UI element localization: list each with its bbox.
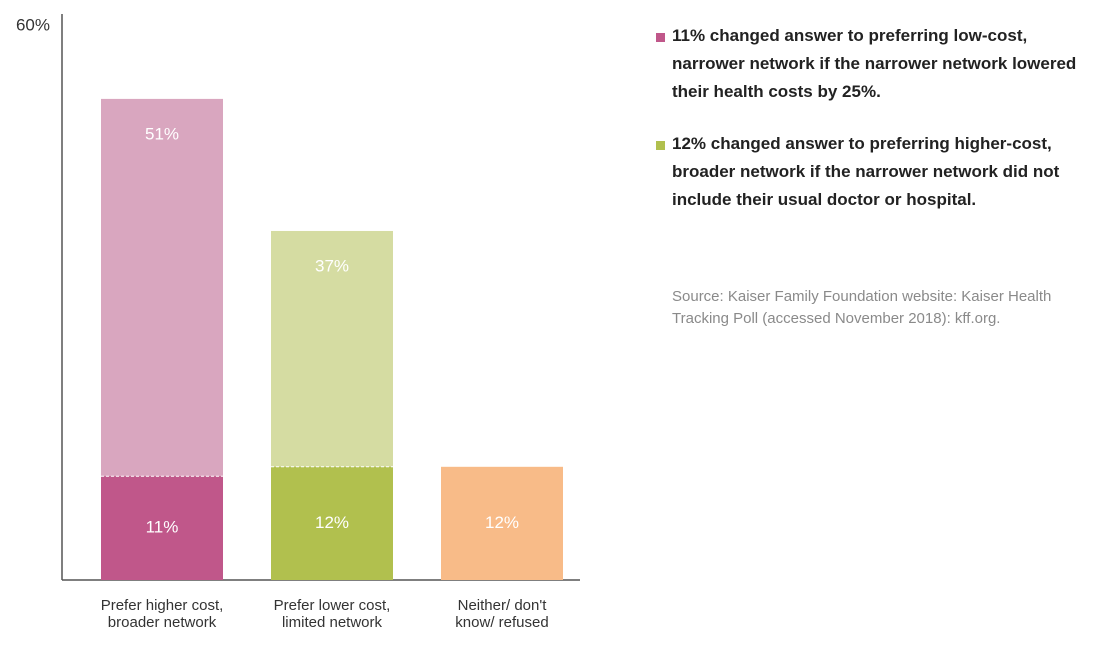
source: Source: Kaiser Family Foundation website… (672, 288, 1052, 327)
legend-text: 11% changed answer to preferring low-cos… (672, 26, 1077, 101)
bar-segment (101, 476, 223, 580)
x-tick-label: Neither/ don't know/ refused (455, 597, 549, 631)
legend-text: 12% changed answer to preferring higher-… (672, 134, 1060, 209)
value-label: 51% (145, 124, 179, 143)
x-tick-label: Prefer higher cost, broader network (100, 597, 224, 631)
value-label: 12% (315, 513, 349, 532)
legend-marker (656, 141, 665, 150)
value-label: 11% (146, 518, 179, 537)
legend-marker (656, 33, 665, 42)
x-tick-label: Prefer lower cost, limited network (273, 597, 391, 631)
y-tick-label: 60% (16, 15, 50, 34)
bar (441, 466, 563, 580)
value-label: 12% (485, 513, 519, 532)
value-label: 37% (315, 256, 349, 275)
bar-segment (271, 466, 393, 580)
